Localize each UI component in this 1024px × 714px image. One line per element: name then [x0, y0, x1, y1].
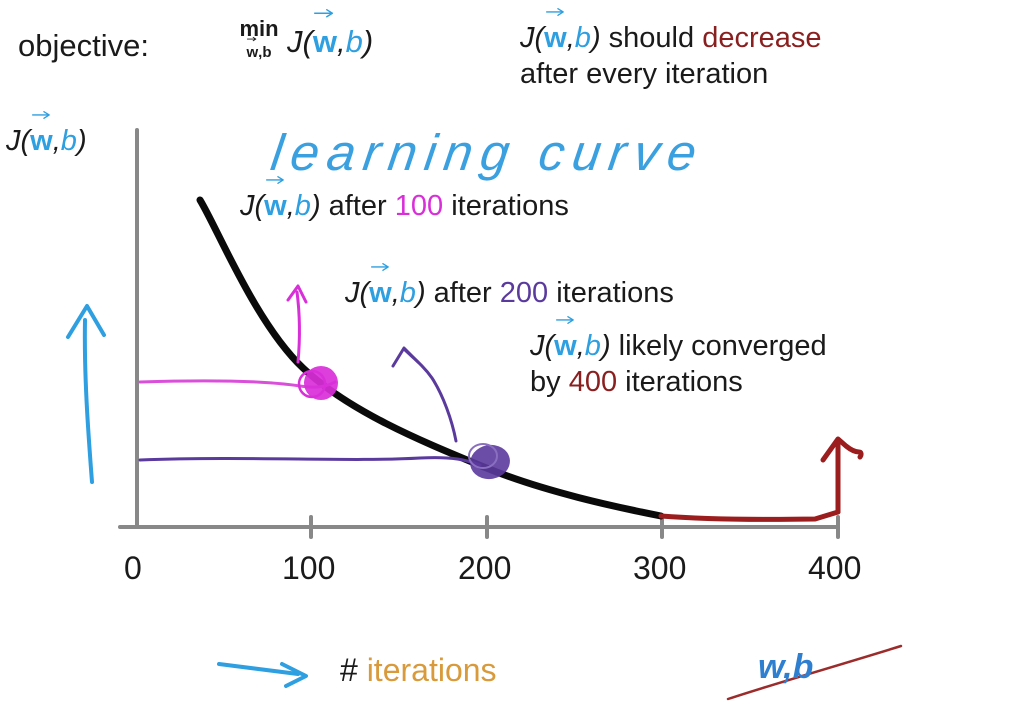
svg-text:learning curve: learning curve [268, 124, 708, 181]
